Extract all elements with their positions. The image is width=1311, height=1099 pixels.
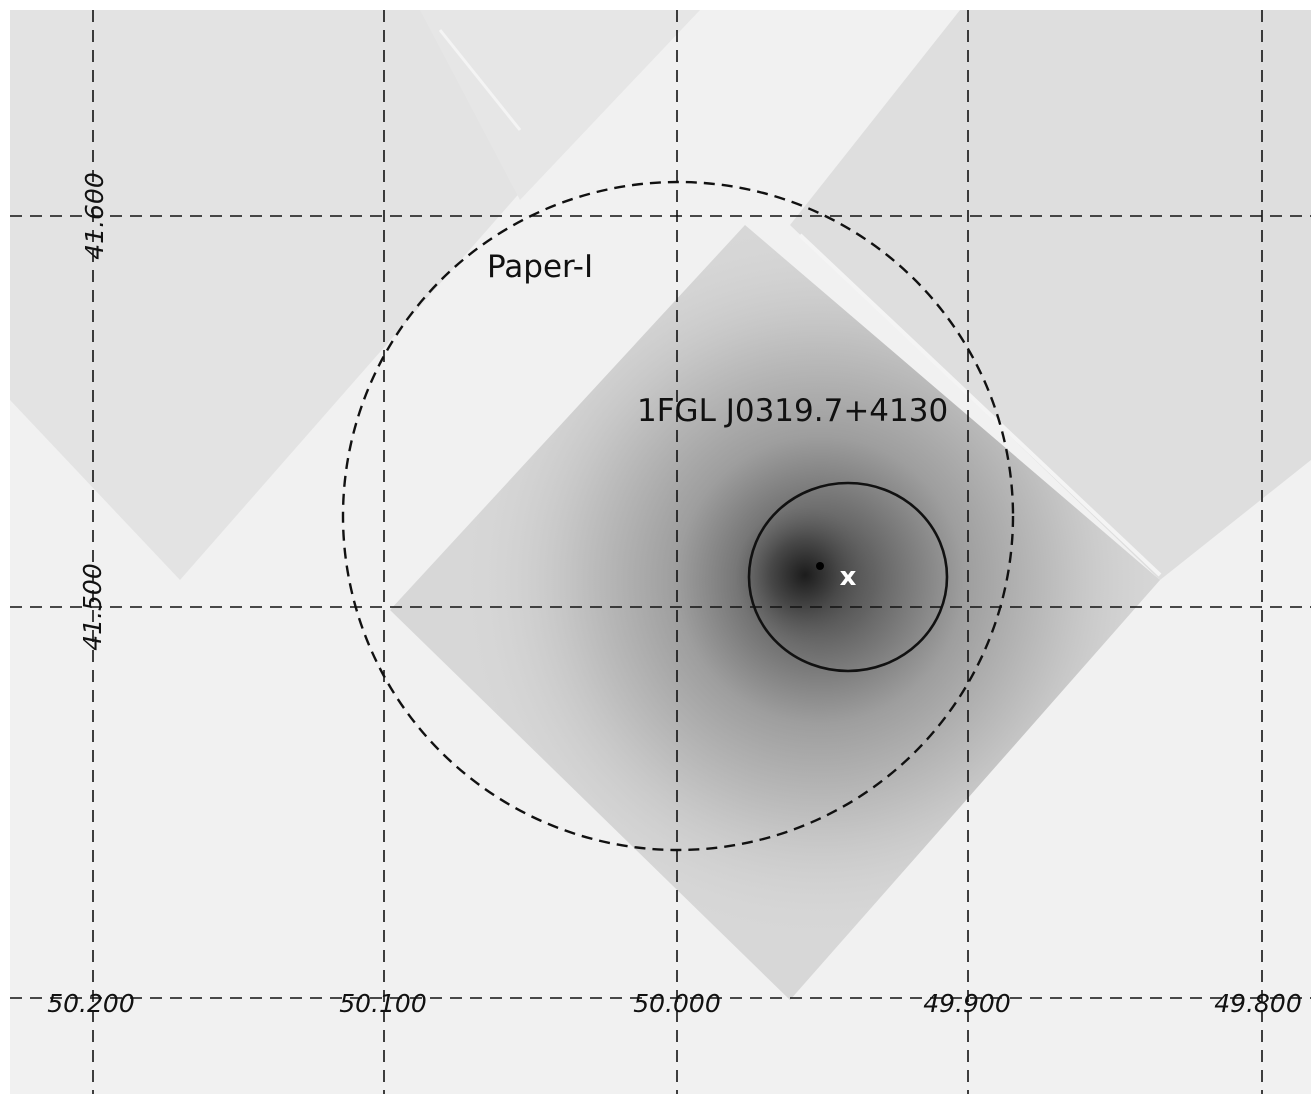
dec-tick-label: 41.500: [78, 563, 107, 650]
coordinate-grid: [10, 10, 1311, 1094]
ra-tick-label: 50.000: [633, 989, 720, 1018]
position-marker: x: [840, 562, 857, 592]
ra-tick-label: 50.200: [47, 989, 134, 1018]
exposure-tile-top: [420, 10, 700, 200]
ra-tick-label: 50.100: [339, 989, 426, 1018]
chip-seam: [798, 233, 1162, 577]
ra-tick-label: 49.800: [1214, 989, 1301, 1018]
dec-tick-label: 41.600: [80, 172, 109, 259]
chip-seam: [438, 29, 522, 131]
exposure-tile-right: [790, 10, 1311, 580]
source-label: 1FGL J0319.7+4130: [637, 393, 948, 429]
source-core: [735, 508, 875, 648]
point-source: [816, 562, 824, 570]
1fgl-error-ellipse: [747, 481, 949, 673]
paper-i-region-circle: [341, 180, 1015, 852]
ra-tick-label: 49.900: [923, 989, 1010, 1018]
paper-i-label: Paper-I: [487, 249, 593, 285]
